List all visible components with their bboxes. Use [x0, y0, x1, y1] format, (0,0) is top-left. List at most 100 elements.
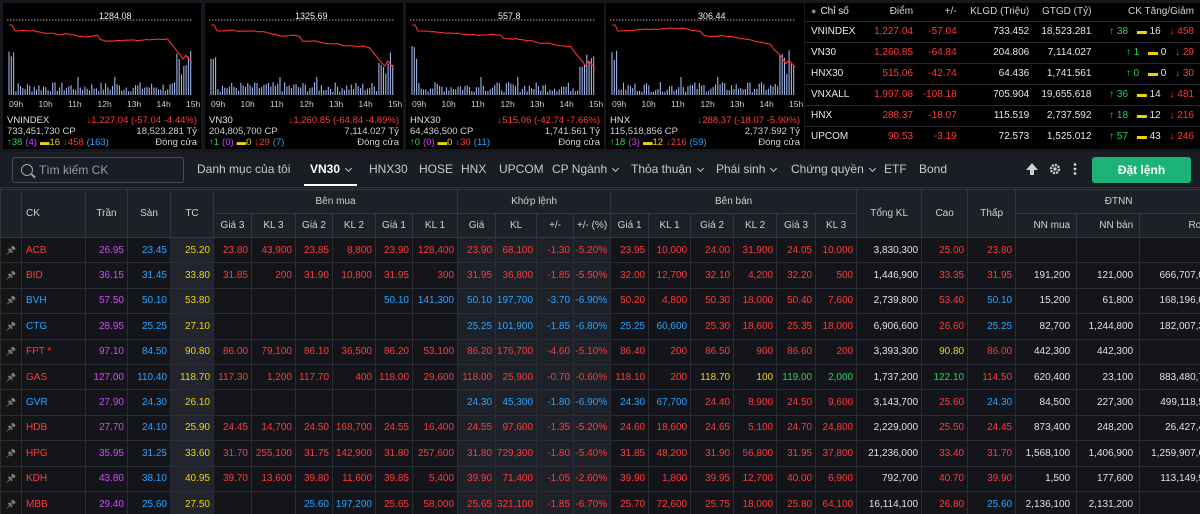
- stock-row[interactable]: 📌 BVH 57.50 50.10 53.80 50.10 141,300 50.10 197,…: [0, 287, 1200, 315]
- time-tick: 11h: [471, 99, 485, 109]
- stock-row[interactable]: 📌 GAS 127.00 110.40 118.70 117.30 1,200 117.70 4…: [0, 363, 1200, 391]
- tab-danh-mục-của-tôi[interactable]: Danh mục của tôi: [197, 162, 291, 176]
- arrow-up-icon[interactable]: [1025, 162, 1039, 176]
- stock-row[interactable]: 📌 HDB 27.70 24.10 25.90 24.45 14,700 24.50 168,7…: [0, 414, 1200, 442]
- ceiling-price: 27.90: [85, 389, 128, 416]
- index-chart-vn30[interactable]: 09h 10h 11h 12h 13h 14h 15h 1325.69 VN30 ↓1,260.…: [205, 3, 403, 149]
- index-row[interactable]: VNINDEX 1,227.04 -57.04 733.452 18,523.2…: [805, 20, 1200, 42]
- gear-icon[interactable]: [1048, 162, 1062, 176]
- bid-price-3: 31.85: [213, 262, 252, 289]
- stock-row[interactable]: 📌 HPG 35.95 31.25 33.60 31.70 255,100 31.75 142,…: [0, 440, 1200, 467]
- more-vertical-icon[interactable]: [1068, 162, 1082, 176]
- pin-icon[interactable]: 📌: [0, 414, 22, 442]
- index-chart-hnx30[interactable]: 09h 10h 11h 12h 13h 14h 15h 557.8 HNX30 ↓515.06 …: [406, 3, 604, 149]
- ask-price-1: 32.00: [610, 262, 650, 289]
- col-bv2[interactable]: KL 2: [332, 213, 376, 238]
- ask-price-3: 25.80: [776, 490, 817, 514]
- col-mpct[interactable]: +/- (%): [573, 213, 612, 238]
- col-low[interactable]: Thấp: [967, 189, 1017, 238]
- col-sv2[interactable]: KL 2: [733, 213, 778, 238]
- col-reference[interactable]: TC: [170, 189, 214, 238]
- pin-icon[interactable]: 📌: [0, 313, 22, 340]
- stock-row[interactable]: 📌 FPT * 97.10 84.50 90.80 86.00 79,100 86.10 36,…: [0, 338, 1200, 365]
- index-row[interactable]: HNX 288.37 -18.07 115.519 2,737.592 ↑ 18…: [805, 104, 1200, 126]
- reference-price: 90.80: [170, 338, 214, 365]
- stock-row[interactable]: 📌 GVR 27.90 24.30 26.10 24.30 45,300 -1.80 -6.90…: [0, 389, 1200, 416]
- ask-price-1: 24.60: [610, 414, 650, 442]
- stock-row[interactable]: 📌 MBB 29.40 25.60 27.50 25.60 197,200 25.65 58,0…: [0, 490, 1200, 514]
- stock-row[interactable]: 📌 CTG 28.95 25.25 27.10 25.25 101,900 -1.85 -6.8…: [0, 313, 1200, 340]
- match-price: 39.90: [457, 465, 497, 492]
- col-s3[interactable]: Giá 3: [776, 213, 817, 238]
- index-change: -64.84: [917, 41, 961, 63]
- place-order-button[interactable]: Đặt lệnh: [1092, 157, 1191, 183]
- tab-chứng-quyền[interactable]: Chứng quyền: [791, 162, 876, 176]
- col-b1[interactable]: Giá 1: [375, 213, 413, 238]
- index-row[interactable]: UPCOM 90.53 -3.19 72.573 1,525.012 ↑ 57 …: [805, 125, 1200, 147]
- stock-row[interactable]: 📌 KDH 43.80 38.10 40.95 39.70 13,600 39.80 11,60…: [0, 465, 1200, 492]
- col-bv3[interactable]: KL 3: [251, 213, 296, 238]
- index-row[interactable]: VNXALL 1,997.08 -108.18 705.904 19,655.6…: [805, 83, 1200, 105]
- col-ck[interactable]: CK: [21, 189, 86, 238]
- pin-icon[interactable]: 📌: [0, 389, 22, 416]
- index-chart-vnindex[interactable]: 09h 10h 11h 12h 13h 14h 15h 1284.08 VNINDEX ↓1,2…: [3, 3, 201, 149]
- pin-icon[interactable]: 📌: [0, 287, 22, 315]
- tab-bond[interactable]: Bond: [919, 162, 948, 176]
- col-ceiling[interactable]: Trần: [85, 189, 128, 238]
- bid-price-3: 24.45: [213, 414, 252, 442]
- pin-icon[interactable]: 📌: [0, 338, 22, 365]
- stock-row[interactable]: 📌 BID 36.15 31.45 33.80 31.85 200 31.90 10,800 31…: [0, 262, 1200, 289]
- pin-icon[interactable]: 📌: [0, 363, 22, 391]
- col-mv[interactable]: KL: [495, 213, 538, 238]
- index-row[interactable]: VN30 1,260.85 -64.84 204.806 7,114.027 ↑…: [805, 41, 1200, 63]
- tab-vn30[interactable]: VN30: [303, 162, 358, 186]
- ask-volume-3: 18,000: [815, 313, 858, 340]
- tab-phái-sinh[interactable]: Phái sinh: [716, 162, 778, 176]
- tab-thỏa-thuận[interactable]: Thỏa thuận: [631, 162, 704, 176]
- time-tick: 10h: [39, 99, 53, 109]
- tab-hose[interactable]: HOSE: [419, 162, 454, 176]
- tab-cp-ngành[interactable]: CP Ngành: [552, 162, 620, 176]
- pin-icon[interactable]: 📌: [0, 440, 22, 467]
- col-sv3[interactable]: KL 3: [815, 213, 858, 238]
- col-fb[interactable]: NN mua: [1015, 213, 1078, 238]
- reference-value: 306.44: [698, 11, 726, 21]
- pin-icon[interactable]: 📌: [0, 465, 22, 492]
- foreign-buy: 15,200: [1015, 287, 1078, 315]
- index-name: VN30: [209, 115, 233, 126]
- foreign-buy: 442,300: [1015, 338, 1078, 365]
- col-b3[interactable]: Giá 3: [213, 213, 252, 238]
- col-bv1[interactable]: KL 1: [411, 213, 459, 238]
- index-row[interactable]: HNX30 515.06 -42.74 64.436 1,741.561 ↑ 0…: [805, 62, 1200, 84]
- col-mc[interactable]: +/-: [536, 213, 575, 238]
- col-room[interactable]: Room: [1139, 213, 1200, 238]
- tab-hnx30[interactable]: HNX30: [369, 162, 408, 176]
- index-info: HNX ↓288.37 (-18.07 -5.90%) 115,518,856 C…: [610, 115, 800, 148]
- bid-price-3: 39.70: [213, 465, 252, 492]
- col-high[interactable]: Cao: [921, 189, 969, 238]
- search-box[interactable]: [12, 157, 184, 183]
- tab-upcom[interactable]: UPCOM: [499, 162, 544, 176]
- pin-icon[interactable]: 📌: [0, 490, 22, 514]
- pin-icon[interactable]: 📌: [0, 236, 22, 264]
- col-total-volume[interactable]: Tổng KL: [856, 189, 923, 238]
- index-value: 1,741.561 Tỷ: [544, 126, 600, 137]
- time-tick: 10h: [442, 99, 456, 109]
- col-floor[interactable]: Sàn: [127, 189, 171, 238]
- col-mp[interactable]: Giá: [457, 213, 497, 238]
- foreign-buy: 2,136,100: [1015, 490, 1078, 514]
- index-chart-hnx[interactable]: 09h 10h 11h 12h 13h 14h 15h 306.44 HNX ↓288.37 (…: [606, 3, 804, 149]
- index-breadth: ↑ 0 ▬ 0 ↓ 30: [1095, 62, 1200, 84]
- stock-row[interactable]: 📌 ACB 26.95 23.45 25.20 23.80 43,900 23.85 8,800…: [0, 236, 1200, 264]
- index-point: 1,997.08: [867, 83, 918, 105]
- tab-etf[interactable]: ETF: [884, 162, 907, 176]
- search-input[interactable]: [39, 162, 179, 178]
- pin-icon[interactable]: 📌: [0, 262, 22, 289]
- tab-hnx[interactable]: HNX: [461, 162, 487, 176]
- col-fs[interactable]: NN bán: [1076, 213, 1141, 238]
- col-b2[interactable]: Giá 2: [295, 213, 333, 238]
- ask-volume-3: 6,900: [815, 465, 858, 492]
- col-s1[interactable]: Giá 1: [610, 213, 650, 238]
- col-s2[interactable]: Giá 2: [690, 213, 735, 238]
- col-sv1[interactable]: KL 1: [648, 213, 692, 238]
